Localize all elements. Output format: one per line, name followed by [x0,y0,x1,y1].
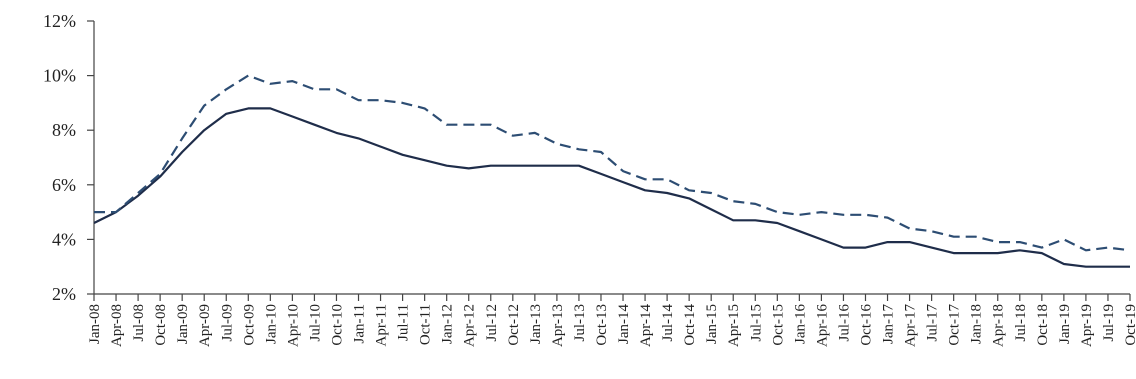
x-tick-label: Oct-18 [1035,304,1051,346]
x-tick-label: Jan-16 [792,304,808,344]
x-tick-label: Oct-15 [770,304,786,346]
x-tick-label: Apr-09 [197,304,213,347]
x-tick-label: Jan-15 [704,304,720,344]
x-tick-label: Jul-13 [572,304,588,342]
y-tick-label: 4% [52,229,76,249]
x-tick-label: Oct-19 [1123,304,1136,346]
x-tick-label: Oct-12 [506,304,522,346]
x-tick-label: Apr-16 [814,304,830,348]
x-tick-label: Jul-14 [660,304,676,342]
x-tick-label: Jan-12 [440,304,456,344]
x-tick-label: Jan-10 [263,304,279,344]
x-tick-label: Jul-15 [748,304,764,342]
x-tick-label: Jan-14 [616,304,632,344]
x-tick-label: Apr-10 [285,304,301,347]
x-tick-label: Jul-12 [484,304,500,342]
x-tick-label: Oct-14 [682,304,698,346]
y-tick-label: 6% [52,175,76,195]
x-tick-label: Jan-09 [175,304,191,344]
x-tick-label: Apr-19 [1079,304,1095,347]
y-tick-label: 10% [43,66,76,86]
series-line-dashed [94,74,1131,252]
x-tick-label: Apr-17 [903,304,919,348]
x-tick-label: Jan-08 [87,304,103,344]
x-tick-label: Jan-18 [969,304,985,344]
x-tick-label: Jul-08 [131,304,147,342]
x-tick-label: Jul-16 [836,304,852,342]
x-tick-label: Apr-08 [109,304,125,347]
series-layer [93,74,1131,268]
x-tick-label: Jul-11 [396,304,412,341]
x-tick-label: Jul-09 [219,304,235,342]
x-tick-label: Apr-13 [550,304,566,347]
y-axis: 2% 4% 6% 8% 10% 12% [43,11,95,304]
x-tick-label: Oct-11 [418,304,434,345]
x-tick-label: Oct-10 [329,304,345,346]
x-tick-label: Jan-13 [528,304,544,344]
y-tick-label: 2% [52,284,76,304]
x-tick-label: Oct-09 [241,304,257,346]
x-tick-label: Oct-08 [153,304,169,346]
x-tick-label: Oct-16 [858,304,874,346]
x-axis: Jan-08 Apr-08 Jul-08 Oct-08 Jan-09 Apr-09 Jul-… [87,293,1136,348]
series-line-solid [93,107,1130,268]
x-tick-label: Jan-17 [881,304,897,344]
x-tick-label: Jul-10 [307,304,323,342]
x-tick-label: Jul-19 [1101,304,1117,342]
x-tick-label: Apr-14 [638,304,654,348]
x-tick-label: Apr-12 [462,304,478,347]
x-tick-label: Apr-15 [726,304,742,347]
x-tick-label: Jan-11 [352,304,368,343]
x-tick-label: Apr-18 [991,304,1007,347]
y-tick-label: 8% [52,120,76,140]
y-tick-label: 12% [43,11,76,31]
x-tick-label: Jul-17 [925,304,941,342]
x-tick-label: Oct-17 [947,304,963,346]
x-tick-label: Apr-11 [374,304,390,346]
x-tick-label: Jan-19 [1057,304,1073,344]
x-tick-label: Jul-18 [1013,304,1029,342]
x-tick-label: Oct-13 [594,304,610,346]
